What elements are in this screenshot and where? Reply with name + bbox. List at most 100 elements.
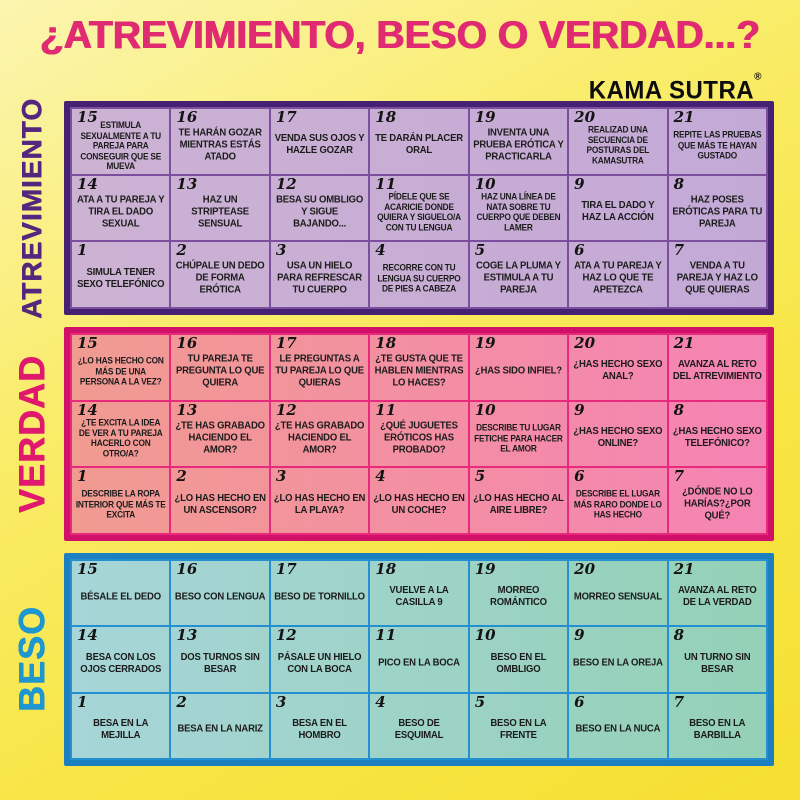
board-cell-beso-14: 14 BESA CON LOS OJOS CERRADOS: [71, 626, 171, 693]
cell-text: BESO EN LA OREJA: [572, 656, 663, 669]
board-cell-atrevimiento-11: 11 PÍDELE QUE SE ACARICIE DONDE QUIERA Y …: [369, 174, 469, 242]
cell-number: 8: [673, 626, 684, 645]
cell-number: 13: [176, 626, 198, 645]
cell-number: 15: [77, 560, 98, 578]
board-cell-beso-2: 2 BESA EN LA NARIZ: [170, 692, 270, 759]
cell-text: BESO EN LA FRENTE: [490, 717, 547, 741]
cell-text: PÍDELE QUE SE ACARICIE DONDE QUIERA Y SI…: [377, 190, 461, 233]
cell-number: 12: [275, 174, 297, 193]
board-cell-beso-16: 16 BESO CON LENGUA: [170, 560, 270, 627]
board-cell-verdad-20: 20 ¿HAS HECHO SEXO ANAL?: [568, 334, 668, 401]
cell-number: 3: [275, 467, 287, 486]
cell-text: ¿LO HAS HECHO EN UN COCHE?: [373, 492, 465, 516]
cell-number: 5: [474, 692, 486, 711]
board-cell-atrevimiento-1: 1 SIMULA TENER SEXO TELEFÓNICO: [71, 241, 171, 308]
cell-number: 6: [574, 241, 585, 260]
cell-text: DESCRIBE EL LUGAR MÁS RARO DONDE LO HAS …: [573, 488, 662, 520]
cell-number: 14: [77, 626, 98, 645]
board-cell-verdad-10: 10 DESCRIBE TU LUGAR FETICHE PARA HACER E…: [468, 400, 569, 468]
cell-number: 7: [673, 241, 684, 260]
cell-text: MORREO SENSUAL: [573, 590, 662, 603]
section-label-beso: BESO: [11, 606, 52, 713]
board-grid-beso: 15 BÉSALE EL DEDO 16 BESO CON LENGUA 17 BESO …: [70, 559, 768, 760]
cell-number: 18: [375, 108, 397, 126]
cell-text: REALIZAD UNA SECUENCIA DE POSTURAS DEL K…: [586, 123, 650, 166]
board-cell-verdad-11: 11 ¿QUÉ JUGUETES ERÓTICOS HAS PROBADO?: [369, 400, 469, 468]
board-cell-verdad-21: 21 AVANZA AL RETO DEL ATREVIMIENTO: [667, 334, 767, 401]
cell-text: BÉSALE EL DEDO: [80, 590, 161, 603]
board-cell-beso-18: 18 VUELVE A LA CASILLA 9: [369, 560, 469, 627]
cell-text: BESA EN EL HOMBRO: [292, 717, 347, 741]
cell-text: MORREO ROMÁNTICO: [490, 584, 547, 609]
registered-trademark-symbol: ®: [754, 71, 762, 83]
cell-number: 19: [474, 560, 496, 578]
cell-text: ¿DÓNDE NO LO HARÍAS?¿POR QUÉ?: [682, 486, 753, 522]
cell-number: 18: [375, 560, 397, 578]
board-cell-beso-6: 6 BESO EN LA NUCA: [568, 692, 668, 759]
board-cell-atrevimiento-18: 18 TE DARÁN PLACER ORAL: [369, 108, 469, 175]
cell-text: PÁSALE UN HIELO CON LA BOCA: [277, 650, 362, 675]
board-cell-verdad-16: 16 TU PAREJA TE PREGUNTA LO QUE QUIERA: [170, 334, 270, 401]
board-cell-atrevimiento-4: 4 RECORRE CON TU LENGUA SU CUERPO DE PIES…: [369, 241, 469, 308]
section-beso: BESO 15 BÉSALE EL DEDO 16 BESO CON LENGUA 17…: [0, 553, 800, 766]
board-cell-verdad-6: 6 DESCRIBE EL LUGAR MÁS RARO DONDE LO HAS…: [568, 467, 668, 534]
cell-text: ¿HAS SIDO INFIEL?: [474, 364, 562, 377]
board-cell-beso-20: 20 MORREO SENSUAL: [568, 560, 668, 627]
cell-number: 7: [673, 467, 684, 486]
cell-number: 2: [176, 467, 187, 486]
cell-number: 17: [275, 560, 297, 578]
cell-text: ¿HAS HECHO SEXO TELEFÓNICO?: [672, 425, 762, 450]
cell-text: ¿LO HAS HECHO AL AIRE LIBRE?: [473, 492, 564, 516]
board-cell-atrevimiento-6: 6 ATA A TU PAREJA Y HAZ LO QUE TE APETEZC…: [568, 241, 668, 308]
board-cell-beso-19: 19 MORREO ROMÁNTICO: [468, 560, 569, 627]
cell-text: INVENTA UNA PRUEBA ERÓTICA Y PRACTICARLA: [473, 126, 564, 163]
board-cell-beso-3: 3 BESA EN EL HOMBRO: [269, 692, 370, 759]
board-cell-beso-11: 11 PICO EN LA BOCA: [369, 626, 469, 693]
board-cell-atrevimiento-7: 7 VENDA A TU PAREJA Y HAZ LO QUE QUIERAS: [667, 241, 767, 308]
cell-text: AVANZA AL RETO DE LA VERDAD: [677, 584, 757, 609]
cell-text: HAZ UN STRIPTEASE SENSUAL: [191, 193, 249, 230]
cell-text: BESA CON LOS OJOS CERRADOS: [80, 650, 162, 675]
board-cell-verdad-2: 2 ¿LO HAS HECHO EN UN ASCENSOR?: [170, 467, 270, 534]
cell-number: 3: [275, 241, 287, 260]
section-label-wrap: VERDAD: [0, 327, 64, 541]
cell-number: 16: [176, 108, 198, 126]
cell-number: 2: [176, 241, 187, 260]
cell-number: 16: [176, 560, 198, 578]
cell-number: 19: [474, 108, 496, 126]
board-cell-verdad-9: 9 ¿HAS HECHO SEXO ONLINE?: [568, 400, 668, 468]
cell-text: ATA A TU PAREJA Y HAZ LO QUE TE APETEZCA: [574, 260, 662, 296]
cell-number: 5: [474, 467, 486, 486]
board-cell-beso-13: 13 DOS TURNOS SIN BESAR: [170, 626, 270, 693]
cell-number: 17: [275, 334, 297, 352]
cell-number: 11: [375, 174, 397, 193]
cell-text: ESTIMULA SEXUALMENTE A TU PAREJA PARA CO…: [80, 118, 162, 171]
cell-text: USA UN HIELO PARA REFRESCAR TU CUERPO: [277, 260, 362, 296]
cell-number: 21: [673, 334, 695, 352]
cell-number: 14: [77, 174, 98, 193]
board-frame-atrevimiento: 15 ESTIMULA SEXUALMENTE A TU PAREJA PARA …: [64, 101, 774, 315]
cell-number: 19: [474, 334, 496, 352]
cell-number: 3: [275, 692, 287, 711]
board-cell-atrevimiento-19: 19 INVENTA UNA PRUEBA ERÓTICA Y PRACTICAR…: [468, 108, 569, 175]
cell-text: VENDA SUS OJOS Y HAZLE GOZAR: [274, 132, 365, 157]
section-label-wrap: ATREVIMIENTO: [0, 98, 64, 319]
cell-number: 21: [673, 560, 695, 578]
cell-text: TE DARÁN PLACER ORAL: [375, 132, 463, 157]
board-cell-verdad-18: 18 ¿TE GUSTA QUE TE HABLEN MIENTRAS LO HA…: [369, 334, 469, 401]
brand-logo: KAMA SUTRA®: [589, 71, 762, 106]
board-cell-beso-1: 1 BESA EN LA MEJILLA: [71, 692, 171, 759]
cell-number: 15: [77, 334, 98, 352]
cell-text: BESO EN LA BARBILLA: [689, 717, 746, 741]
section-label-atrevimiento: ATREVIMIENTO: [16, 97, 47, 319]
cell-text: TIRA EL DADO Y HAZ LA ACCIÓN: [581, 199, 655, 224]
cell-text: VENDA A TU PAREJA Y HAZ LO QUE QUIERAS: [676, 260, 758, 296]
cell-text: ¿TE GUSTA QUE TE HABLEN MIENTRAS LO HACE…: [374, 352, 464, 389]
cell-number: 10: [474, 174, 496, 193]
cell-number: 9: [574, 174, 585, 193]
board-cell-atrevimiento-20: 20 REALIZAD UNA SECUENCIA DE POSTURAS DEL…: [568, 108, 668, 175]
cell-number: 1: [77, 467, 88, 486]
cell-number: 18: [375, 334, 397, 352]
cell-text: ¿HAS HECHO SEXO ONLINE?: [573, 425, 663, 450]
cell-text: AVANZA AL RETO DEL ATREVIMIENTO: [672, 358, 762, 383]
